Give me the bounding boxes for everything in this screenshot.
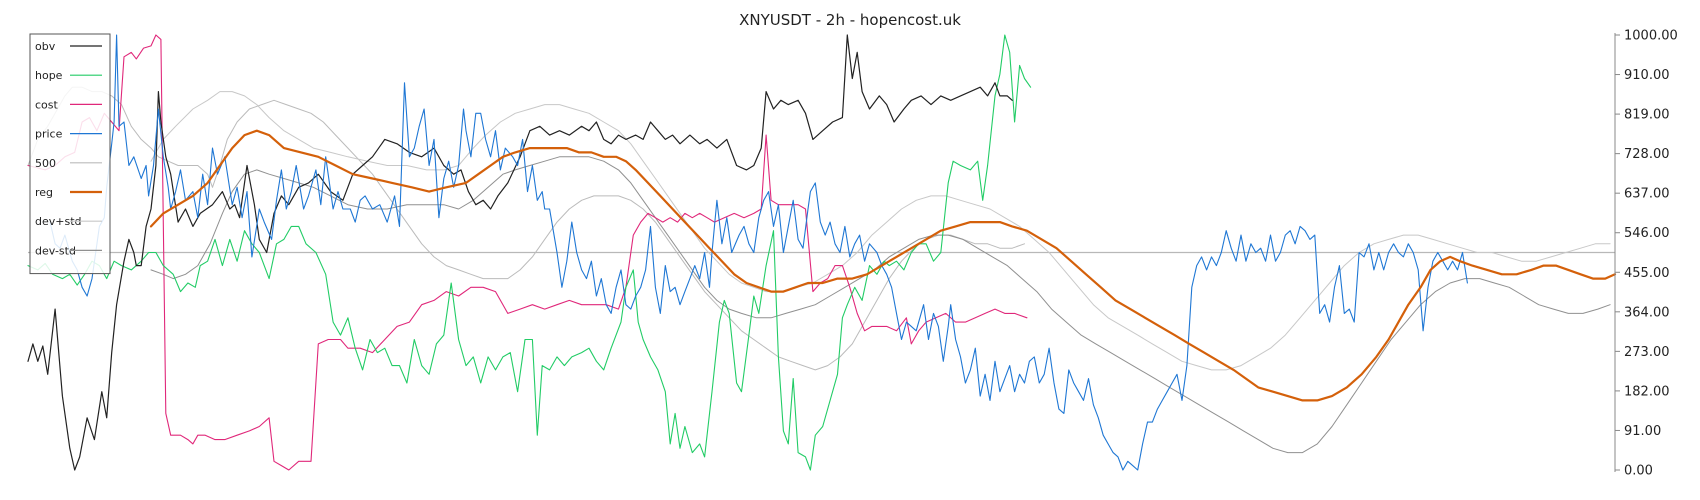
legend-label: obv: [35, 40, 56, 53]
series-line-hope: [27, 34, 1032, 471]
legend-label: reg: [35, 186, 53, 199]
legend-label: cost: [35, 98, 59, 111]
chart-title: XNYUSDT - 2h - hopencost.uk: [739, 11, 961, 29]
y-tick-label: 637.00: [1624, 187, 1670, 202]
legend-label: hope: [35, 69, 63, 82]
legend: obv hope cost price 500 reg dev+std dev-std: [29, 33, 111, 275]
y-tick-label: 91.00: [1624, 424, 1661, 439]
series-line-dev-std: [150, 156, 1611, 454]
series-line-reg: [149, 129, 1617, 402]
y-tick-label: 546.00: [1624, 226, 1670, 241]
y-tick-label: 1000.00: [1624, 29, 1678, 44]
legend-label: dev+std: [35, 215, 82, 228]
y-tick-label: 455.00: [1624, 266, 1670, 281]
legend-label: 500: [35, 157, 56, 170]
y-tick-label: 364.00: [1624, 305, 1670, 320]
series-line-dev-std: [150, 91, 1611, 371]
legend-label: dev-std: [35, 244, 76, 257]
y-tick-label: 819.00: [1624, 108, 1670, 123]
legend-label: price: [35, 128, 63, 141]
series-line-obv: [27, 34, 1013, 471]
series-line-price: [49, 34, 1468, 471]
y-tick-label: 910.00: [1624, 68, 1670, 83]
series-line-cost: [27, 34, 1028, 471]
y-axis: 1000.00 910.00 819.00 728.00 637.00 546.00 455…: [1614, 29, 1678, 479]
y-tick-label: 273.00: [1624, 345, 1670, 360]
y-tick-label: 728.00: [1624, 147, 1670, 162]
y-tick-label: 0.00: [1624, 464, 1653, 479]
legend-box: [29, 33, 111, 275]
series-line-500: [27, 86, 1025, 371]
y-tick-label: 182.00: [1624, 384, 1670, 399]
series-layer: [27, 34, 1617, 471]
